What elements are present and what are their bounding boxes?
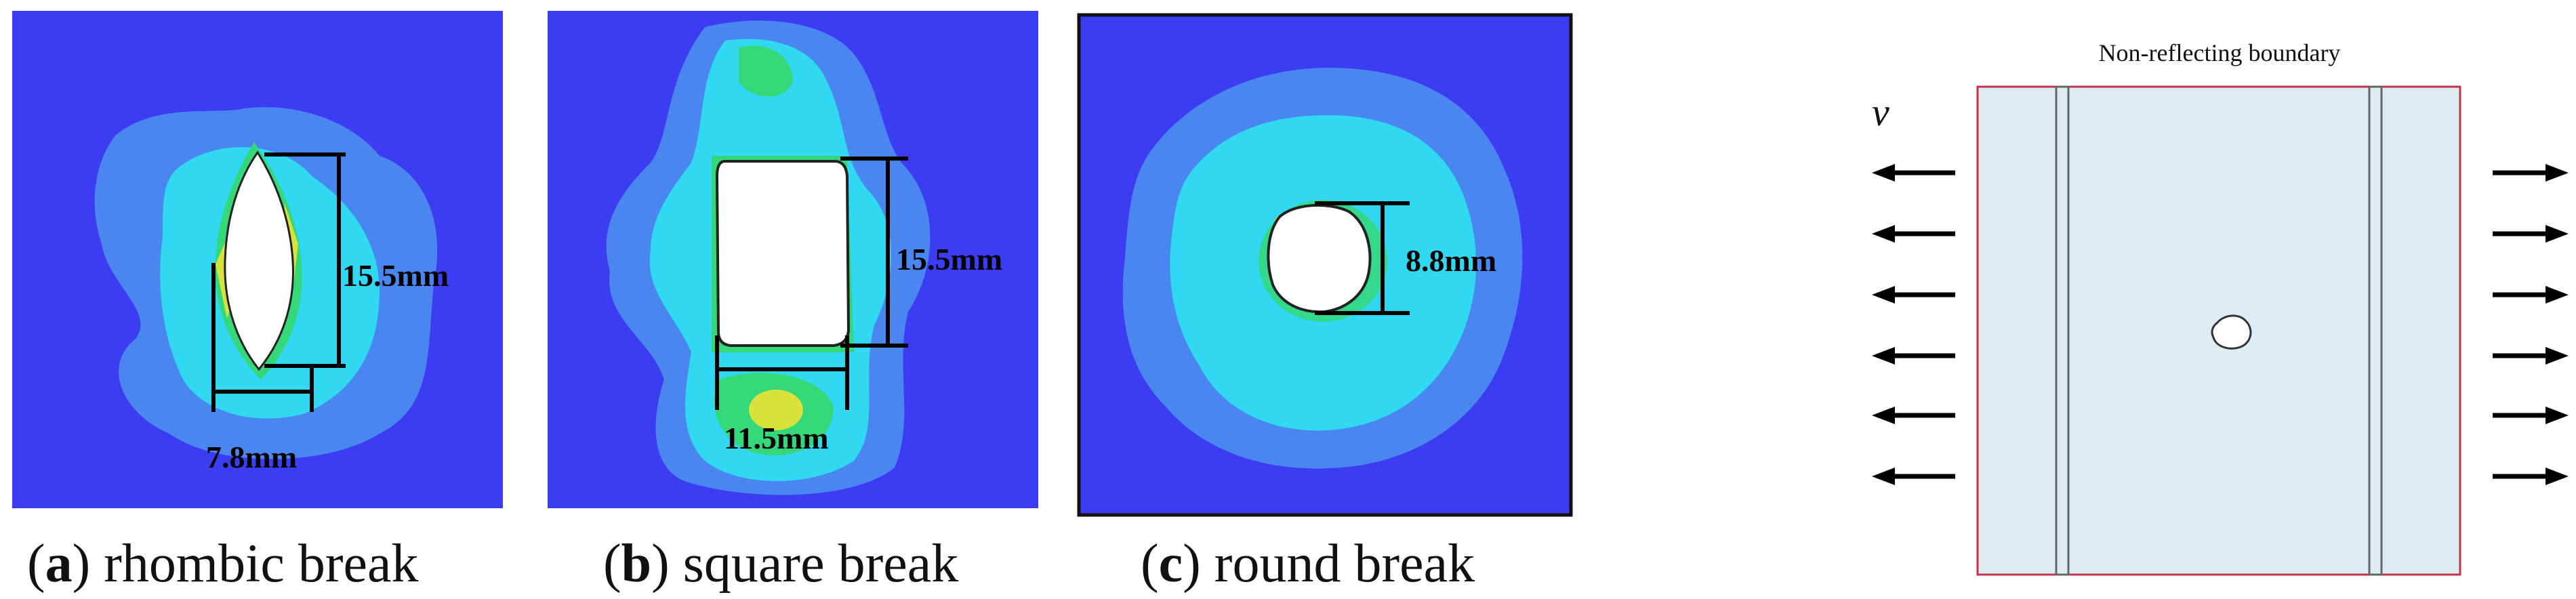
left-velocity-arrows <box>1872 164 1955 485</box>
arrow-head <box>2546 225 2569 243</box>
panel-b-letter: b <box>621 534 652 594</box>
stiffener-right <box>2368 85 2383 576</box>
panel-b-label: square break <box>670 534 958 594</box>
panel-b-contour-yellow <box>749 390 803 430</box>
velocity-arrow-right <box>2493 286 2569 304</box>
panel-a-label: rhombic break <box>90 534 418 594</box>
schematic: Non-reflecting boundary v <box>1872 39 2569 576</box>
arrow-head <box>1872 164 1895 182</box>
plate-hole <box>2211 314 2252 350</box>
arrow-head <box>2546 468 2569 485</box>
velocity-arrow-left <box>1872 468 1955 485</box>
arrow-head <box>1872 468 1895 485</box>
arrow-head <box>2546 164 2569 182</box>
velocity-arrow-left <box>1872 286 1955 304</box>
right-velocity-arrows <box>2493 164 2569 485</box>
panel-b-height-label: 15.5mm <box>896 242 1002 276</box>
panel-b-width-label: 11.5mm <box>724 421 829 455</box>
arrow-head <box>2546 407 2569 424</box>
velocity-label: v <box>1872 90 1889 134</box>
arrow-head <box>1872 347 1895 365</box>
panel-a-caption: (a) rhombic break <box>27 534 419 594</box>
panel-b-caption: (b) square break <box>603 534 958 594</box>
panel-b-break-hole <box>715 160 851 347</box>
panel-c-break-hole <box>1267 204 1372 314</box>
panel-a-width-label: 7.8mm <box>206 440 297 474</box>
panel-a-height-label: 15.5mm <box>342 258 449 293</box>
velocity-arrow-left <box>1872 225 1955 243</box>
stiffener-left <box>2055 85 2070 576</box>
panel-b: 15.5mm 11.5mm <box>548 11 1038 508</box>
arrow-head <box>1872 286 1895 304</box>
panel-b-contour-green-top <box>739 45 793 97</box>
panel-c-caption: (c) round break <box>1141 534 1475 594</box>
velocity-arrow-right <box>2493 468 2569 485</box>
velocity-arrow-left <box>1872 407 1955 424</box>
panel-c: 8.8mm <box>1077 13 1573 517</box>
panel-c-label: round break <box>1201 534 1475 594</box>
velocity-arrow-left <box>1872 164 1955 182</box>
panel-a-letter: a <box>45 534 73 594</box>
arrow-head <box>1872 225 1895 243</box>
velocity-arrow-right <box>2493 225 2569 243</box>
schematic-title: Non-reflecting boundary <box>2099 39 2341 66</box>
panel-a-break-hole <box>224 150 294 371</box>
velocity-arrow-right <box>2493 407 2569 424</box>
arrow-head <box>1872 407 1895 424</box>
panel-c-letter: c <box>1159 534 1183 594</box>
velocity-arrow-left <box>1872 347 1955 365</box>
panel-c-diameter-label: 8.8mm <box>1406 243 1496 278</box>
arrow-head <box>2546 347 2569 365</box>
velocity-arrow-right <box>2493 164 2569 182</box>
panel-a: 15.5mm 7.8mm <box>12 11 503 508</box>
velocity-arrow-right <box>2493 347 2569 365</box>
arrow-head <box>2546 286 2569 304</box>
